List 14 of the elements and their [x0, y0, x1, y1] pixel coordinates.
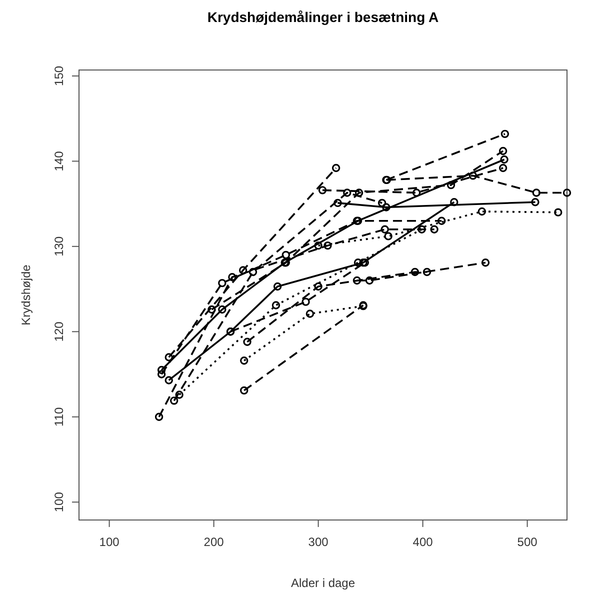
- y-axis-title: Krydshøjde: [19, 264, 33, 326]
- y-tick-label: 110: [52, 406, 66, 426]
- x-tick-label: 200: [204, 535, 224, 549]
- y-tick-label: 130: [52, 236, 66, 256]
- x-tick-label: 500: [517, 535, 538, 549]
- chart-title: Krydshøjdemålinger i besætning A: [207, 9, 439, 25]
- x-tick-label: 300: [308, 535, 329, 549]
- x-tick-label: 400: [412, 535, 434, 549]
- x-tick-label: 100: [99, 535, 120, 549]
- y-tick-label: 100: [52, 492, 66, 512]
- y-tick-label: 150: [52, 66, 66, 86]
- x-axis-title: Alder i dage: [290, 576, 356, 590]
- y-tick-label: 120: [52, 321, 66, 342]
- y-tick-label: 140: [52, 150, 66, 172]
